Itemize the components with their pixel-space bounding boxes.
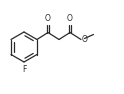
Text: O: O (82, 35, 88, 44)
Text: O: O (45, 14, 51, 23)
Text: F: F (22, 64, 26, 74)
Text: O: O (67, 14, 73, 23)
